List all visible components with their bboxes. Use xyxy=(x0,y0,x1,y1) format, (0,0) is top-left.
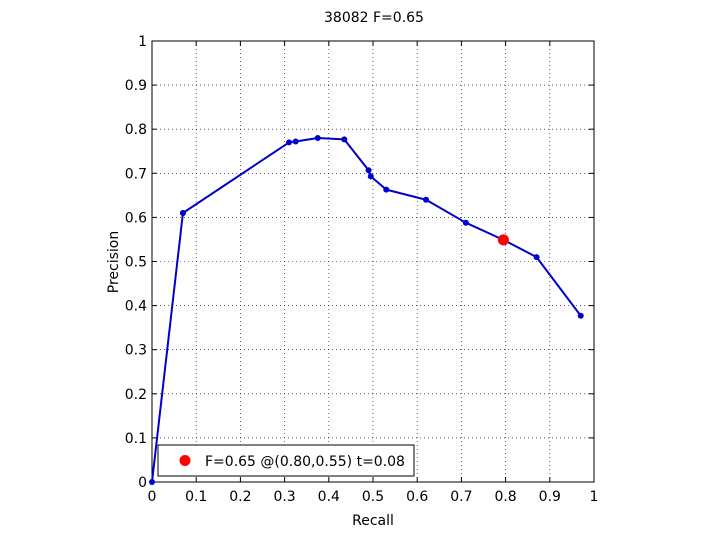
y-tick-label: 1 xyxy=(138,34,147,50)
pr-point xyxy=(286,139,293,146)
pr-point xyxy=(179,209,186,216)
y-tick-label: 0.9 xyxy=(125,78,147,94)
y-tick-label: 0.5 xyxy=(125,255,147,271)
x-tick-label: 0.2 xyxy=(229,489,251,505)
legend-marker xyxy=(179,455,191,466)
x-tick-label: 0.5 xyxy=(362,489,384,505)
y-tick-label: 0.2 xyxy=(125,387,147,403)
pr-point xyxy=(341,136,348,143)
highlight-layer xyxy=(497,234,509,246)
y-tick-label: 0.7 xyxy=(125,166,147,182)
y-tick-labels: 0 0.1 0.2 0.3 0.4 0.5 0.6 0.7 0.8 0.9 1 xyxy=(125,34,147,491)
pr-point xyxy=(533,254,540,261)
pr-curve xyxy=(151,137,582,483)
y-tick-label: 0.4 xyxy=(125,299,147,315)
legend: F=0.65 @(0.80,0.55) t=0.08 xyxy=(157,444,415,477)
grid xyxy=(152,41,594,482)
x-tick-label: 0.1 xyxy=(185,489,207,505)
x-tick-label: 1 xyxy=(590,489,599,505)
x-tick-label: 0.6 xyxy=(406,489,428,505)
pr-point xyxy=(383,186,390,193)
legend-box xyxy=(157,444,415,477)
x-tick-label: 0.4 xyxy=(318,489,340,505)
legend-label: F=0.65 @(0.80,0.55) t=0.08 xyxy=(205,454,405,470)
pr-point xyxy=(367,173,374,180)
pr-point xyxy=(149,479,155,485)
y-tick-label: 0 xyxy=(138,475,147,491)
x-tick-labels: 0 0.1 0.2 0.3 0.4 0.5 0.6 0.7 0.8 0.9 1 xyxy=(148,489,599,505)
y-axis-label: Precision xyxy=(106,231,122,293)
pr-point xyxy=(292,138,299,145)
pr-point xyxy=(365,167,372,174)
best-f-point xyxy=(497,234,509,246)
pr-point xyxy=(462,219,469,226)
series-layer xyxy=(149,135,584,485)
x-tick-label: 0.3 xyxy=(273,489,295,505)
x-tick-label: 0.9 xyxy=(539,489,561,505)
y-tick-label: 0.1 xyxy=(125,431,147,447)
pr-point xyxy=(423,196,430,203)
pr-point xyxy=(577,312,584,319)
y-tick-label: 0.6 xyxy=(125,210,147,226)
chart-title: 38082 F=0.65 xyxy=(324,10,424,26)
x-tick-label: 0 xyxy=(148,489,157,505)
x-tick-label: 0.7 xyxy=(450,489,472,505)
x-axis-label: Recall xyxy=(352,513,394,529)
pr-point xyxy=(314,135,321,142)
y-tick-label: 0.8 xyxy=(125,122,147,138)
y-tick-label: 0.3 xyxy=(125,343,147,359)
x-tick-label: 0.8 xyxy=(494,489,516,505)
